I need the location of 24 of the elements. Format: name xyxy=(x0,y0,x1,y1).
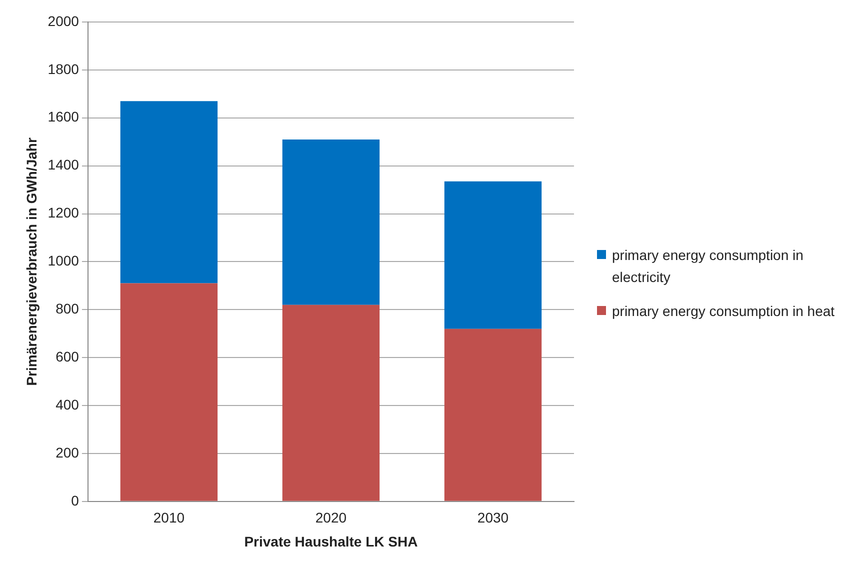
y-tick-label: 200 xyxy=(56,444,80,460)
y-tick-label: 400 xyxy=(56,396,80,412)
bar xyxy=(120,283,218,501)
y-tick-label: 0 xyxy=(71,492,80,508)
y-tick-label: 2000 xyxy=(48,12,80,29)
bar xyxy=(444,181,542,329)
bar xyxy=(120,101,218,284)
bar xyxy=(282,139,380,305)
bar xyxy=(444,328,542,501)
y-tick-label: 1800 xyxy=(48,60,80,77)
x-axis-title: Private Haushalte LK SHA xyxy=(244,533,418,550)
y-tick-label: 1000 xyxy=(48,252,80,269)
y-tick-label: 600 xyxy=(56,348,80,364)
y-tick-label: 1400 xyxy=(48,156,80,173)
y-tick-label: 1200 xyxy=(48,204,80,221)
y-axis-title: Primärenergieverbrauch in GWh/Jahr xyxy=(23,137,40,386)
x-tick-label: 2030 xyxy=(477,510,509,526)
x-tick-label: 2020 xyxy=(315,510,347,526)
legend-label: primary energy consumption in heat xyxy=(612,302,835,321)
legend-label: primary energy consumption in electricity xyxy=(612,246,804,287)
y-tick-label: 800 xyxy=(56,300,80,316)
bar xyxy=(282,304,380,501)
x-tick-label: 2010 xyxy=(153,510,185,526)
y-tick-label: 1600 xyxy=(48,108,80,125)
